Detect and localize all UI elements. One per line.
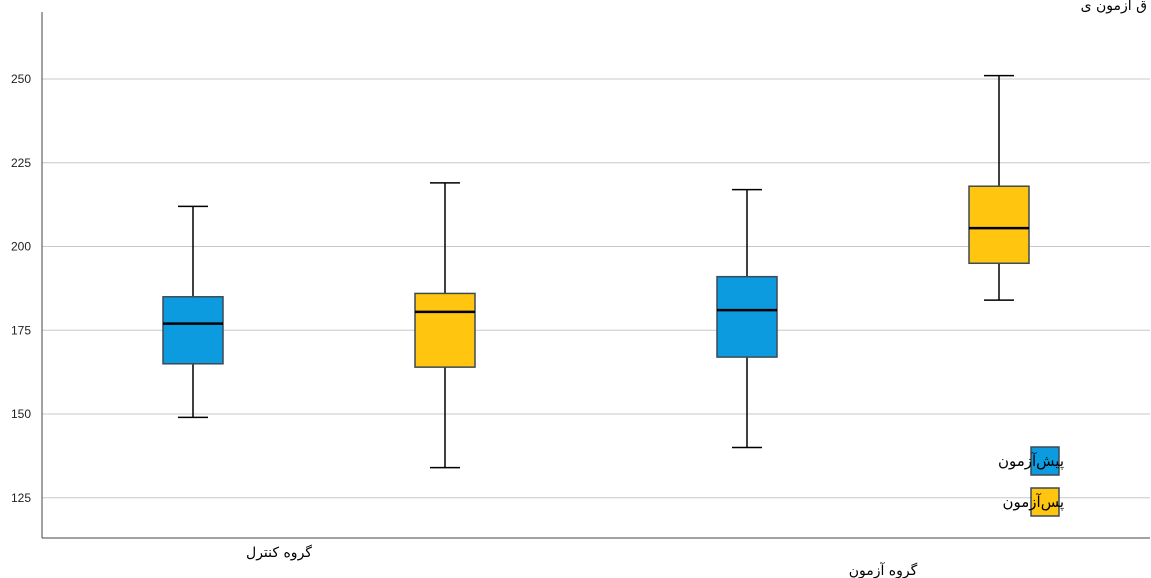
y-tick-label: 225 — [11, 156, 31, 170]
y-tick-label: 125 — [11, 491, 31, 505]
box-0-0 — [162, 205, 224, 419]
gridlines — [42, 78, 1150, 499]
category-label: گروه آزمون — [849, 562, 918, 578]
box-iqr — [414, 292, 476, 368]
boxes — [162, 74, 1030, 469]
category-label: گروه کنترل — [246, 544, 312, 561]
box-iqr — [716, 275, 778, 358]
box-1-0 — [414, 182, 476, 469]
legend-label: پیش‌آزمون — [998, 452, 1064, 471]
legend-label: پس‌آزمون — [1002, 493, 1064, 512]
legend-swatch — [1030, 487, 1060, 517]
y-tick-label: 175 — [11, 323, 31, 337]
y-axis-ticks: 125 150 175 200 225 250 — [11, 72, 31, 505]
box-iqr — [162, 296, 224, 365]
chart-title: ق آزمون ی — [1081, 0, 1147, 14]
category-labels: گروه کنترل گروه آزمون — [246, 544, 918, 578]
legend-swatch — [1030, 446, 1060, 476]
box-1-1 — [968, 74, 1030, 301]
axes — [41, 12, 1150, 539]
y-tick-label: 150 — [11, 407, 31, 421]
box-0-1 — [716, 188, 778, 449]
y-tick-label: 250 — [11, 72, 31, 86]
y-tick-label: 200 — [11, 240, 31, 254]
legend: پیش‌آزمون پس‌آزمون — [998, 446, 1064, 517]
box-iqr — [968, 185, 1030, 265]
